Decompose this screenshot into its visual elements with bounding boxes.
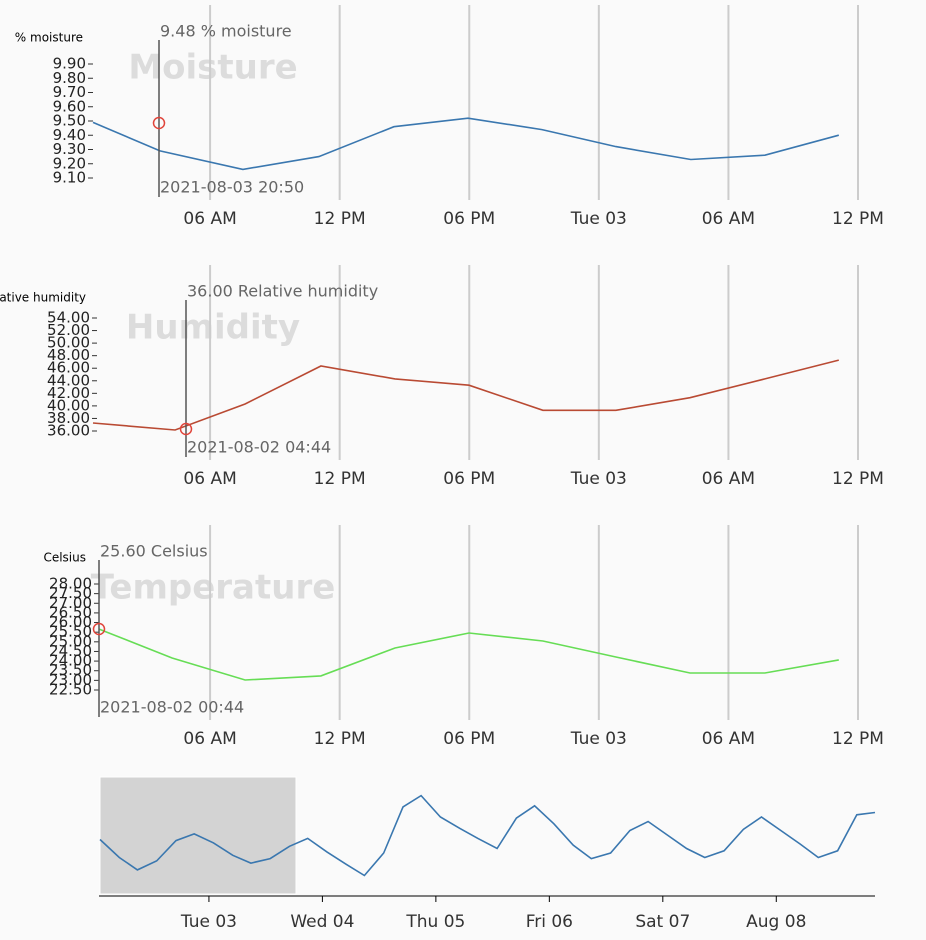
line [92, 117, 840, 171]
line [98, 628, 839, 681]
y-tick-label: 9.30 [53, 140, 86, 158]
y-tick-label: 54.00 [47, 309, 90, 327]
hover-marker [92, 622, 106, 636]
x-tick-label: Sat 07 [635, 912, 690, 932]
hover-marker [179, 422, 193, 436]
y-tick-label: 46.00 [47, 359, 90, 377]
x-tick-label: 06 AM [702, 209, 755, 229]
y-tick-label: 9.20 [53, 154, 86, 172]
x-tick-label: 06 AM [702, 729, 755, 749]
y-axis-label: Celsius [43, 551, 86, 565]
tooltip-value: 9.48 % moisture [160, 22, 292, 41]
x-tick-label: Tue 03 [570, 209, 627, 229]
y-tick-label: 9.50 [53, 112, 86, 130]
y-tick-label: 40.00 [47, 396, 90, 414]
y-tick-label: 27.00 [49, 594, 92, 612]
x-tick-label: Wed 04 [290, 912, 354, 932]
x-tick-label: 06 AM [183, 469, 236, 489]
y-tick-label: 24.50 [49, 642, 92, 660]
y-tick-label: 23.00 [49, 671, 92, 689]
y-tick-label: 26.50 [49, 603, 92, 621]
y-tick-label: 9.60 [53, 97, 86, 115]
y-tick-label: 9.70 [53, 83, 86, 101]
y-tick-label: 48.00 [47, 346, 90, 364]
x-tick-label: 06 PM [443, 729, 495, 749]
x-tick-label: 06 AM [183, 209, 236, 229]
tooltip-time: 2021-08-02 04:44 [187, 438, 331, 457]
y-tick-label: 9.80 [53, 69, 86, 87]
x-tick-label: 12 PM [314, 209, 366, 229]
y-tick-label: 52.00 [47, 321, 90, 339]
tooltip-value: 36.00 Relative humidity [187, 282, 378, 301]
x-tick-label: Fri 06 [526, 912, 573, 932]
y-tick-label: 24.00 [49, 652, 92, 670]
chart-title: Moisture [128, 48, 297, 88]
x-tick-label: Tue 03 [570, 469, 627, 489]
x-tick-label: 06 PM [443, 469, 495, 489]
hover-marker [152, 116, 166, 130]
y-tick-label: 25.50 [49, 623, 92, 641]
tooltip-time: 2021-08-02 00:44 [100, 698, 244, 717]
x-tick-label: 06 AM [702, 469, 755, 489]
y-axis-label: Relative humidity [0, 291, 86, 305]
y-tick-label: 9.10 [53, 169, 86, 187]
x-tick-label: 12 PM [832, 209, 884, 229]
y-tick-label: 22.50 [49, 681, 92, 699]
x-tick-label: 06 PM [443, 209, 495, 229]
y-tick-label: 27.50 [49, 584, 92, 602]
tooltip-time: 2021-08-03 20:50 [160, 178, 304, 197]
y-tick-label: 25.00 [49, 632, 92, 650]
y-tick-label: 28.00 [49, 575, 92, 593]
y-tick-label: 9.90 [53, 55, 86, 73]
chart-title: Humidity [126, 308, 300, 348]
tooltip-value: 25.60 Celsius [100, 542, 208, 561]
x-tick-label: 12 PM [314, 469, 366, 489]
y-tick-label: 44.00 [47, 371, 90, 389]
y-tick-label: 9.40 [53, 126, 86, 144]
y-tick-label: 42.00 [47, 384, 90, 402]
chart-title: Temperature [91, 568, 336, 608]
y-tick-label: 23.50 [49, 661, 92, 679]
y-tick-label: 26.00 [49, 613, 92, 631]
line [92, 359, 839, 431]
y-tick-label: 50.00 [47, 334, 90, 352]
x-tick-label: Tue 03 [570, 729, 627, 749]
x-tick-label: Thu 05 [405, 912, 465, 932]
x-tick-label: 12 PM [314, 729, 366, 749]
overview-line [99, 794, 876, 877]
y-axis-label: % moisture [15, 31, 83, 45]
y-tick-label: 36.00 [47, 422, 90, 440]
x-tick-label: Tue 03 [180, 912, 237, 932]
x-tick-label: Aug 08 [746, 912, 806, 932]
x-tick-label: 12 PM [832, 469, 884, 489]
x-tick-label: 06 AM [183, 729, 236, 749]
y-tick-label: 38.00 [47, 409, 90, 427]
x-tick-label: 12 PM [832, 729, 884, 749]
